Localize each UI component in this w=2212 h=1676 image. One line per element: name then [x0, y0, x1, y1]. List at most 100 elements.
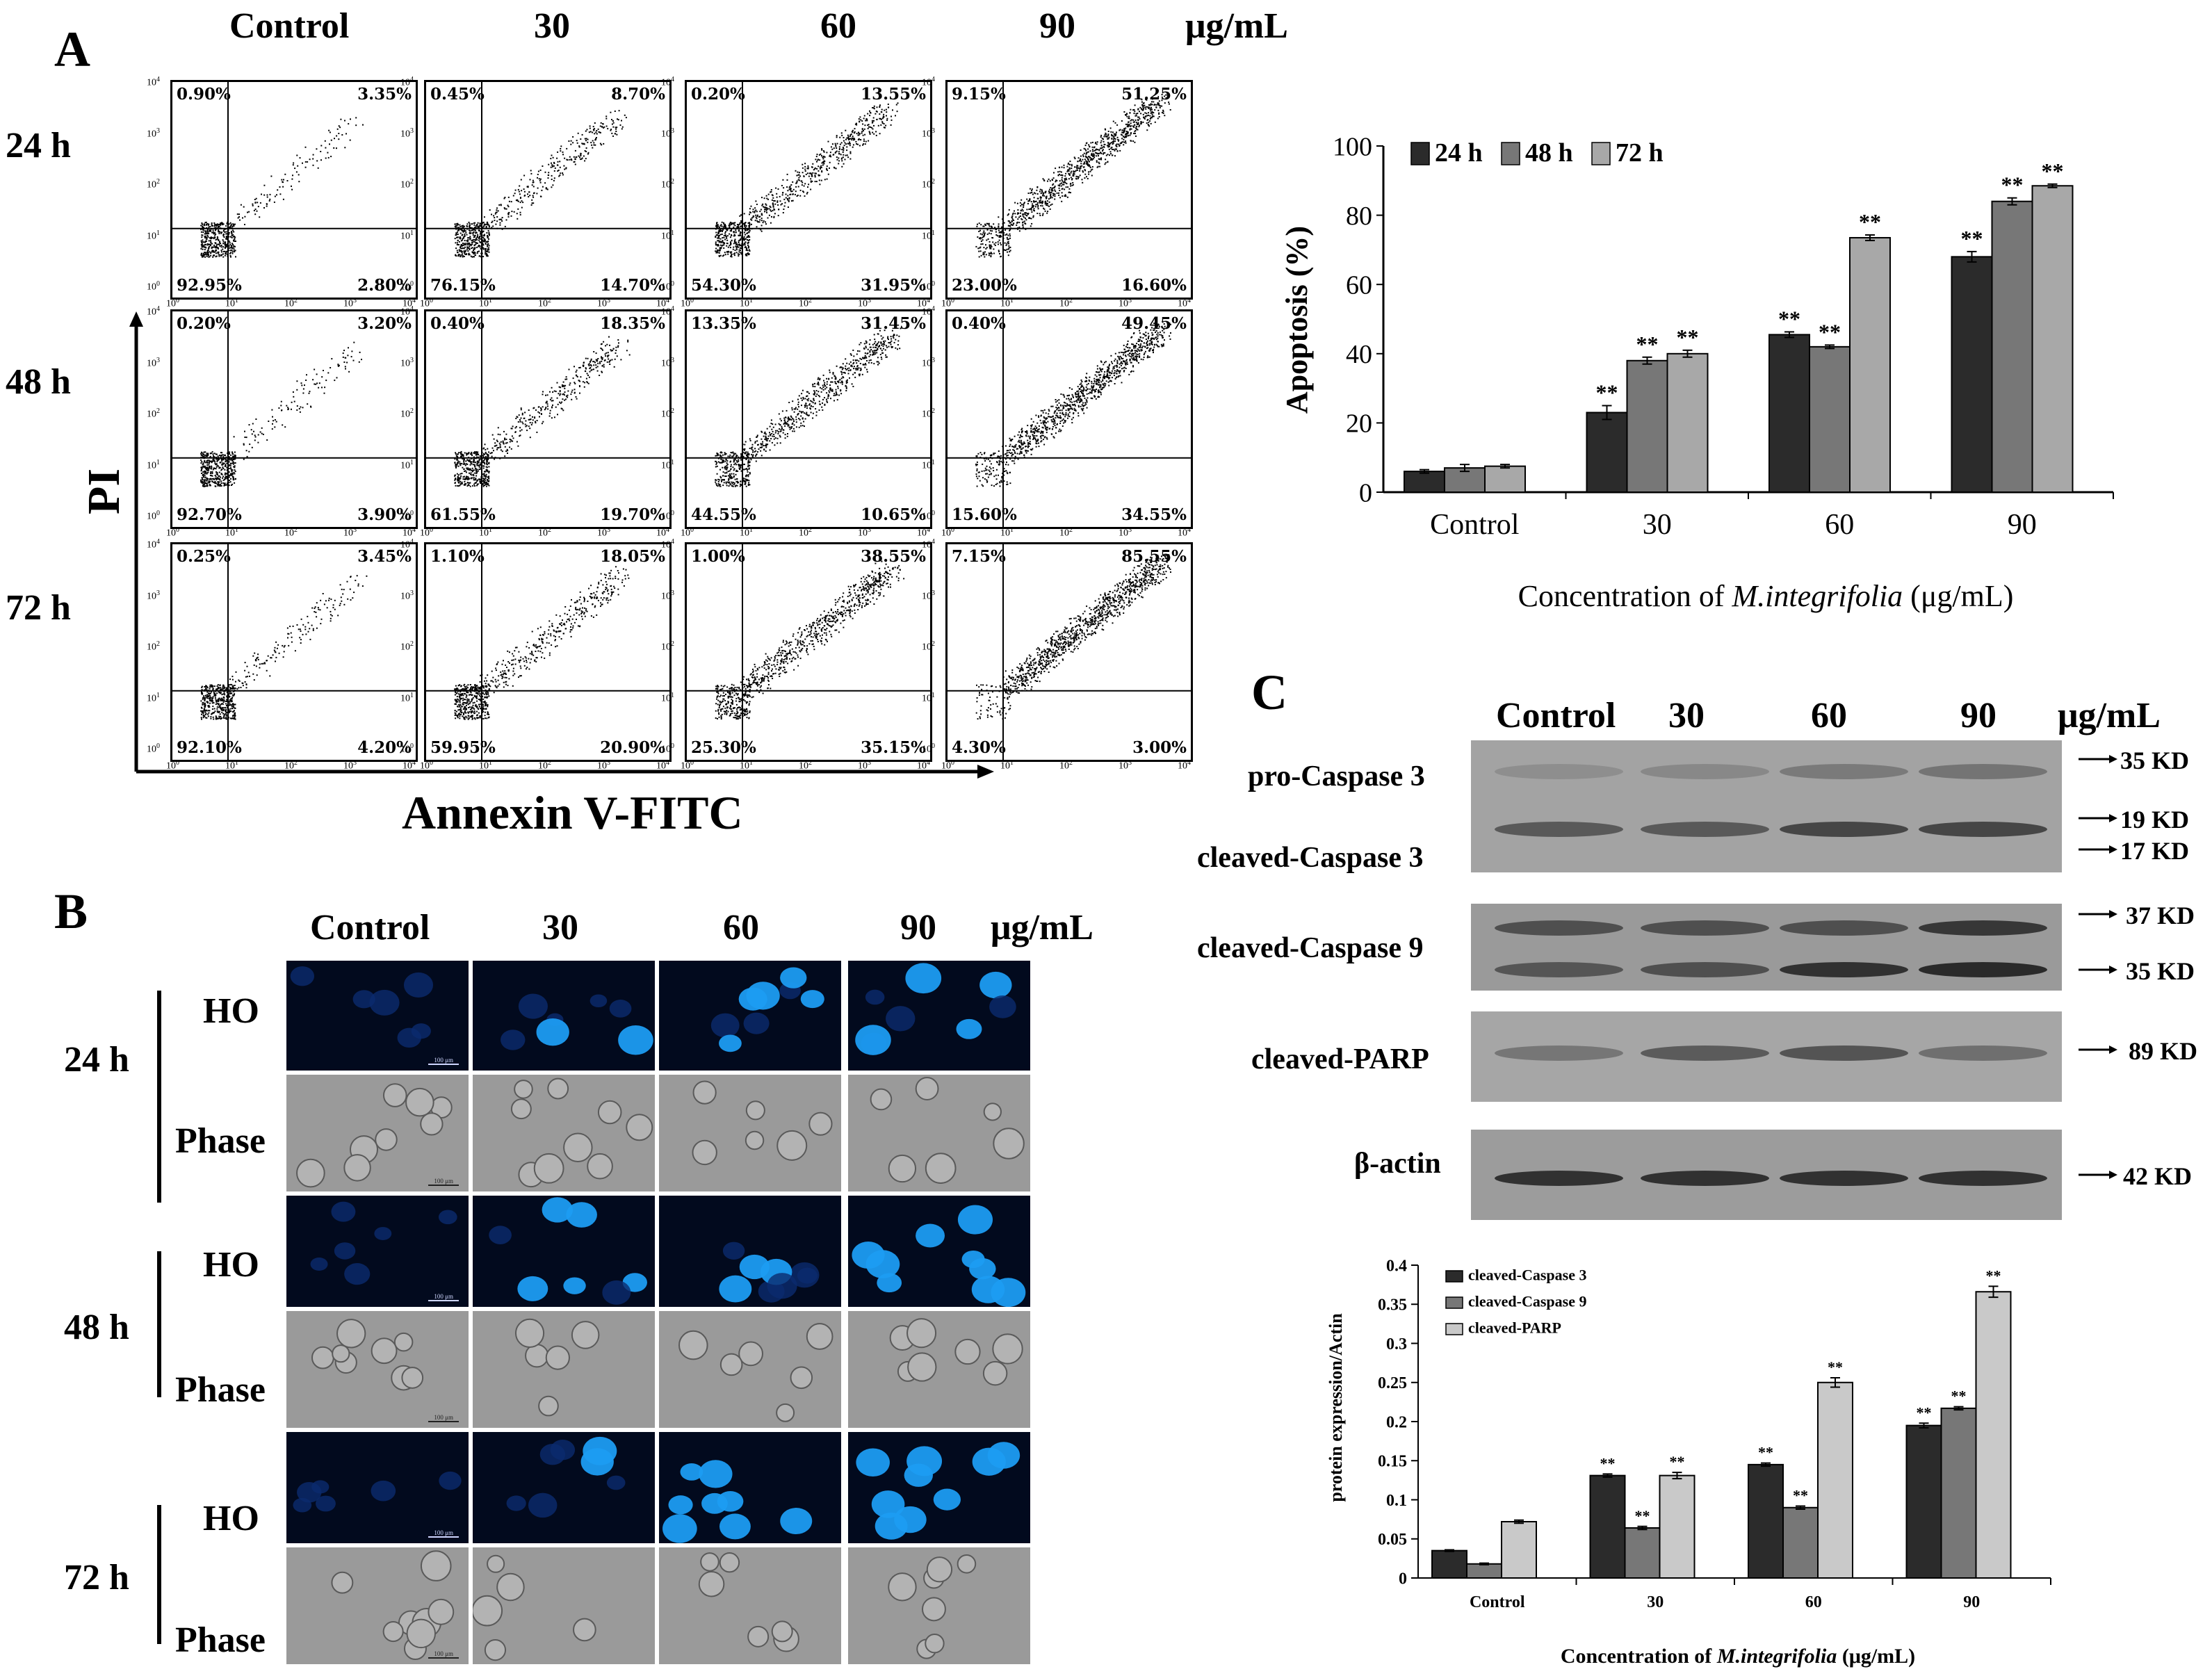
flow-y-tick: 104 — [147, 76, 160, 88]
wb-label-pro-caspase3: pro-Caspase 3 — [1248, 760, 1425, 792]
quadrant-percent-ur: 3.45% — [357, 547, 412, 566]
flow-x-axis-label: Annexin V-FITC — [402, 786, 743, 839]
hoechst-time-24h: 24 h — [64, 1040, 129, 1080]
quadrant-percent-lr: 20.90% — [600, 738, 665, 757]
flow-y-tick: 100 — [922, 742, 935, 755]
flow-y-tick: 101 — [661, 229, 674, 242]
legend-label: 72 h — [1616, 138, 1664, 168]
quadrant-percent-ul: 1.00% — [691, 547, 745, 566]
flow-x-tick: 101 — [1000, 526, 1014, 539]
flow-x-tick: 104 — [917, 297, 930, 309]
wb-col-header-90: 90 — [1960, 696, 1997, 735]
flow-scatter — [426, 544, 669, 760]
flow-y-tick: 104 — [922, 538, 935, 551]
quadrant-percent-ur: 38.55% — [861, 547, 926, 566]
flow-y-tick: 102 — [661, 178, 674, 190]
significance-marker: ** — [1951, 1388, 1967, 1405]
wb-marker-arrows — [2079, 755, 2117, 1179]
flow-x-tick: 101 — [1000, 297, 1014, 309]
flow-x-tick: 103 — [1119, 759, 1132, 772]
hoechst-col-header-control: Control — [310, 908, 430, 947]
flow-y-tick: 102 — [400, 407, 414, 420]
flow-x-tick: 101 — [740, 759, 753, 772]
flow-x-tick: 101 — [225, 297, 238, 309]
flow-col-header-60: 60 — [820, 6, 856, 46]
quadrant-percent-lr: 3.00% — [1132, 738, 1187, 757]
flow-x-tick: 102 — [538, 526, 551, 539]
flow-x-tick: 100 — [941, 759, 954, 772]
quadrant-percent-lr: 34.55% — [1121, 505, 1187, 524]
scale-bar: 100 μm — [428, 1178, 459, 1186]
flow-x-tick: 102 — [1059, 526, 1073, 539]
flow-y-tick: 102 — [147, 640, 160, 653]
flow-y-tick: 101 — [922, 229, 935, 242]
flow-x-tick: 102 — [284, 759, 298, 772]
row-type-ho-48h: HO — [203, 1245, 259, 1285]
bracket-24h — [157, 991, 161, 1203]
hoechst-image: 100 μm — [286, 961, 469, 1071]
flow-plot: 0.90% 3.35% 92.95% 2.80% — [170, 80, 418, 300]
flow-plot: 0.45% 8.70% 76.15% 14.70% — [424, 80, 672, 300]
y-tick-label: 20 — [1346, 409, 1372, 439]
scale-bar: 100 μm — [428, 1529, 459, 1538]
flow-y-tick: 100 — [922, 280, 935, 293]
flow-y-tick: 100 — [147, 510, 160, 522]
significance-marker: ** — [1635, 1507, 1650, 1524]
quadrant-percent-ul: 0.20% — [691, 85, 745, 104]
flow-row-label-72h: 72 h — [6, 588, 71, 628]
flow-x-tick: 101 — [1000, 759, 1014, 772]
blot-caspase3 — [1471, 740, 2062, 872]
y-tick-label: 0.2 — [1386, 1413, 1407, 1431]
flow-scatter — [426, 311, 669, 527]
flow-plot: 0.40% 18.35% 61.55% 19.70% — [424, 309, 672, 529]
flow-y-tick: 103 — [400, 589, 414, 602]
marker-89kd: 89 KD — [2129, 1037, 2197, 1065]
flow-y-tick: 101 — [400, 458, 414, 471]
flow-y-tick: 100 — [661, 742, 674, 755]
flow-x-tick: 102 — [538, 297, 551, 309]
flow-y-tick: 103 — [922, 589, 935, 602]
flow-y-tick: 100 — [400, 280, 414, 293]
flow-x-tick: 102 — [799, 297, 812, 309]
flow-x-tick: 100 — [420, 759, 433, 772]
flow-unit-header: μg/mL — [1185, 6, 1288, 46]
flow-x-tick: 104 — [656, 297, 669, 309]
legend-swatch — [1445, 1270, 1463, 1283]
flow-x-tick: 100 — [420, 526, 433, 539]
x-tick-label: 60 — [1805, 1593, 1822, 1611]
quadrant-percent-lr: 2.80% — [357, 276, 412, 295]
bar — [1817, 1381, 1853, 1579]
flow-y-tick: 102 — [147, 178, 160, 190]
cell-overlay — [514, 1318, 600, 1417]
x-tick-label: Control — [1470, 1593, 1525, 1611]
scale-bar: 100 μm — [428, 1650, 459, 1659]
flow-y-tick: 100 — [922, 510, 935, 522]
blot-bands — [1495, 920, 2047, 977]
significance-marker: ** — [1670, 1453, 1685, 1470]
flow-col-header-control: Control — [229, 6, 350, 46]
legend-label: cleaved-PARP — [1468, 1319, 1561, 1337]
cell-overlay — [489, 1197, 647, 1305]
scale-bar: 100 μm — [428, 1057, 459, 1065]
hoechst-image — [848, 1432, 1030, 1543]
flow-scatter — [687, 82, 930, 298]
flow-x-tick: 101 — [479, 526, 492, 539]
flow-x-tick: 103 — [858, 297, 871, 309]
cell-overlay — [710, 967, 824, 1052]
bar — [1586, 412, 1628, 493]
phase-image — [659, 1311, 841, 1428]
flow-y-tick: 104 — [400, 538, 414, 551]
flow-plot: 1.00% 38.55% 25.30% 35.15% — [685, 542, 932, 762]
quadrant-percent-ll: 92.10% — [177, 738, 242, 757]
marker-35kd-casp9: 35 KD — [2126, 957, 2195, 985]
blot-parp — [1471, 1011, 2062, 1102]
quadrant-percent-lr: 19.70% — [600, 505, 665, 524]
y-tick-label: 0.05 — [1378, 1531, 1407, 1549]
flow-x-tick: 104 — [917, 526, 930, 539]
phase-image — [473, 1311, 655, 1428]
flow-y-tick: 101 — [661, 691, 674, 704]
blot-bands — [1495, 1171, 2047, 1186]
flow-x-tick: 100 — [166, 759, 179, 772]
legend-swatch — [1501, 142, 1520, 165]
bar — [1626, 359, 1668, 494]
